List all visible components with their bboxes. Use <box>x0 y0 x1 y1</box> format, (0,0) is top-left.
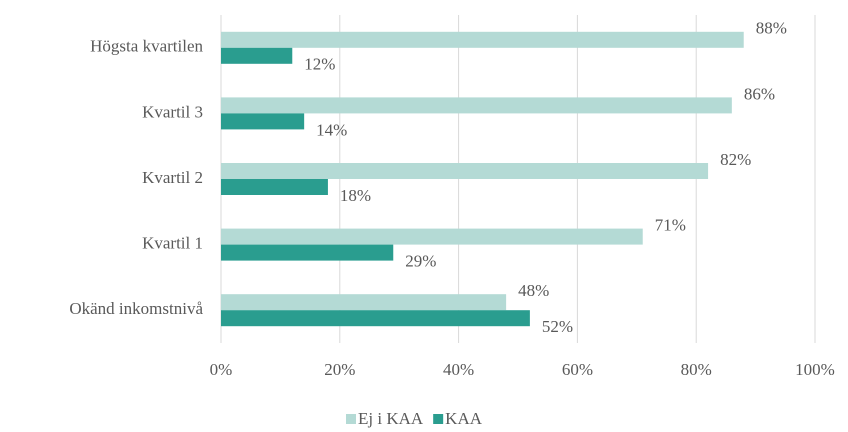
y-tick-label: Kvartil 1 <box>142 234 203 253</box>
bar <box>221 179 328 195</box>
data-label: 86% <box>744 84 775 103</box>
bar <box>221 294 507 311</box>
bar <box>221 97 732 114</box>
x-tick-label: 0% <box>210 360 233 379</box>
bar <box>221 310 530 327</box>
legend-label: KAA <box>445 409 483 428</box>
y-tick-label: Kvartil 2 <box>142 168 203 187</box>
data-label: 14% <box>316 120 347 139</box>
legend-swatch <box>433 414 444 424</box>
data-label: 12% <box>304 55 335 74</box>
legend-label: Ej i KAA <box>358 409 424 428</box>
data-label: 29% <box>405 252 436 271</box>
bar <box>221 113 305 130</box>
y-tick-label: Högsta kvartilen <box>90 37 203 56</box>
x-tick-label: 80% <box>681 360 712 379</box>
data-label: 18% <box>340 186 371 205</box>
data-label: 52% <box>542 317 573 336</box>
y-tick-label: Kvartil 3 <box>142 102 203 121</box>
bar <box>221 31 744 48</box>
data-label: 48% <box>518 281 549 300</box>
bar <box>221 228 643 245</box>
x-tick-label: 100% <box>795 360 835 379</box>
data-label: 71% <box>655 216 686 235</box>
data-label: 88% <box>756 19 787 38</box>
x-tick-label: 40% <box>443 360 474 379</box>
bar <box>221 163 709 179</box>
x-tick-label: 20% <box>324 360 355 379</box>
x-tick-label: 60% <box>562 360 593 379</box>
data-label: 82% <box>720 150 751 169</box>
bar <box>221 244 394 261</box>
legend-swatch <box>346 414 356 424</box>
bar <box>221 47 293 64</box>
y-tick-label: Okänd inkomstnivå <box>69 299 203 318</box>
